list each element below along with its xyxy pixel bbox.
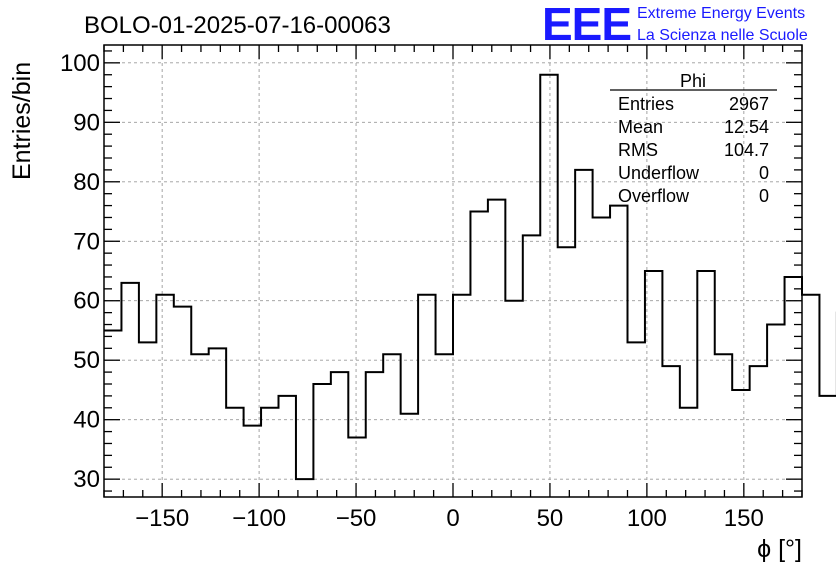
chart-title: BOLO-01-2025-07-16-00063 (84, 12, 391, 39)
stats-label-overflow: Overflow (618, 186, 690, 206)
logo-line-2: La Scienza nelle Scuole (637, 27, 808, 44)
x-tick-label: 100 (627, 505, 667, 532)
stats-value-entries: 2967 (729, 94, 769, 114)
y-tick-label: 70 (73, 228, 100, 255)
y-tick-label: 60 (73, 288, 100, 315)
axis-ticks: −150 −100 −50 0 50 100 150 30 40 50 60 70 80 90 100 (60, 45, 803, 532)
logo-line-1: Extreme Energy Events (637, 5, 805, 22)
x-tick-label: −100 (232, 505, 286, 532)
stats-box: Phi Entries 2967 Mean 12.54 RMS 104.7 Un… (610, 71, 777, 206)
stats-value-rms: 104.7 (724, 140, 769, 160)
stats-value-mean: 12.54 (724, 117, 769, 137)
x-tick-label: 150 (724, 505, 764, 532)
histogram-step-line (104, 73, 836, 481)
y-tick-label: 50 (73, 347, 100, 374)
stats-box-title: Phi (680, 71, 706, 91)
stats-value-underflow: 0 (759, 163, 769, 183)
stats-value-overflow: 0 (759, 186, 769, 206)
x-tick-label: 0 (446, 505, 459, 532)
x-axis-label: ϕ [°] (757, 535, 802, 563)
stats-label-mean: Mean (618, 117, 663, 137)
y-tick-label: 90 (73, 109, 100, 136)
x-tick-label: −50 (336, 505, 377, 532)
y-tick-label: 100 (60, 50, 100, 77)
y-axis-label: Entries/bin (8, 62, 36, 180)
histogram-series (104, 73, 836, 481)
stats-label-underflow: Underflow (618, 163, 700, 183)
y-tick-label: 30 (73, 466, 100, 493)
stats-label-rms: RMS (618, 140, 658, 160)
x-tick-label: −150 (135, 505, 189, 532)
stats-label-entries: Entries (618, 94, 674, 114)
y-tick-label: 40 (73, 407, 100, 434)
eee-logo: EEE (542, 0, 631, 50)
x-tick-label: 50 (537, 505, 564, 532)
y-tick-label: 80 (73, 169, 100, 196)
